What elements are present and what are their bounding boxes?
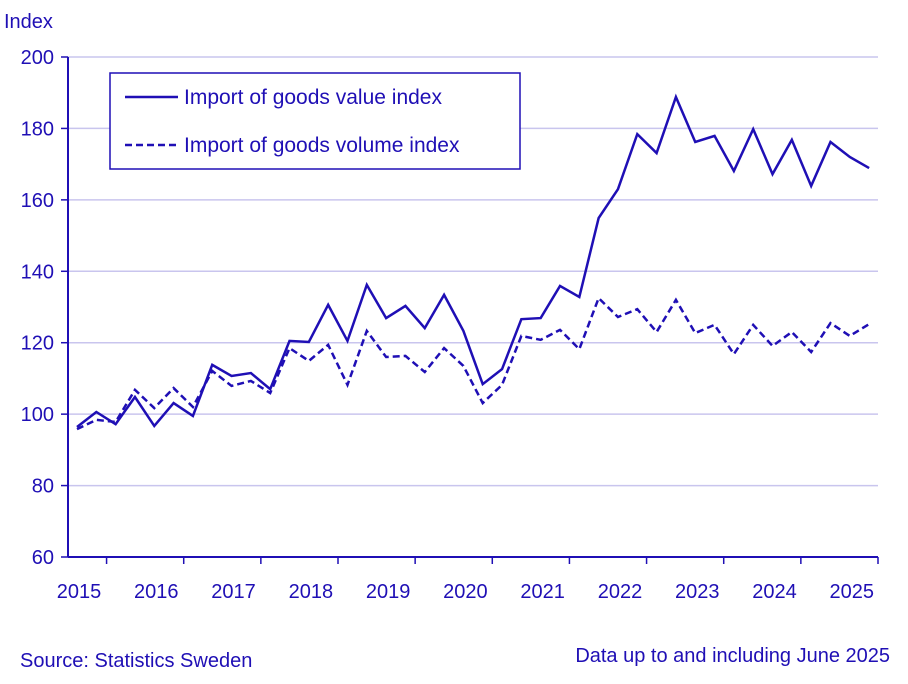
data-note: Data up to and including June 2025: [575, 645, 890, 667]
x-tick-label: 2023: [675, 581, 720, 603]
y-axis-label: Index: [4, 11, 53, 33]
y-tick-label: 160: [21, 190, 54, 212]
x-tick-label: 2025: [830, 581, 875, 603]
x-tick-label: 2022: [598, 581, 643, 603]
x-tick-label: 2018: [289, 581, 334, 603]
legend-box: [109, 72, 521, 170]
series-line-volume-index: [76, 295, 870, 431]
legend-label-value: Import of goods value index: [184, 86, 442, 109]
x-tick-label: 2024: [752, 581, 797, 603]
y-tick-label: 180: [21, 118, 54, 140]
y-tick-label: 80: [32, 476, 54, 498]
legend: Import of goods value index Import of go…: [109, 72, 521, 170]
source-note: Source: Statistics Sweden: [20, 650, 252, 672]
y-tick-label: 200: [21, 47, 54, 69]
series-line-value-index: [76, 93, 870, 429]
legend-label-volume: Import of goods volume index: [184, 134, 460, 157]
y-tick-label: 60: [32, 547, 54, 569]
x-tick-label: 2016: [134, 581, 179, 603]
x-tick-label: 2017: [211, 581, 256, 603]
x-tick-label: 2019: [366, 581, 411, 603]
y-tick-label: 140: [21, 261, 54, 283]
x-tick-label: 2015: [57, 581, 102, 603]
x-tick-label: 2021: [520, 581, 565, 603]
y-tick-label: 100: [21, 404, 54, 426]
x-tick-label: 2020: [443, 581, 488, 603]
y-tick-label: 120: [21, 333, 54, 355]
